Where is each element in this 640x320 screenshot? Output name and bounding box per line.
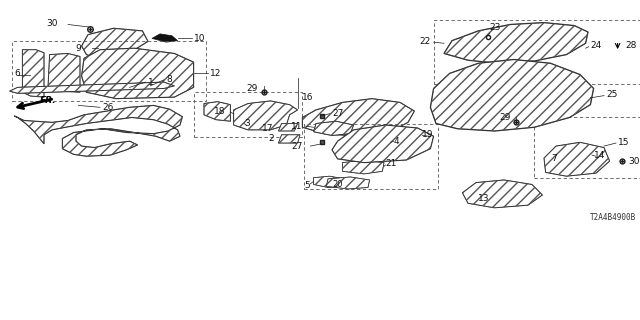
Text: 10: 10 xyxy=(193,34,205,43)
Text: 29: 29 xyxy=(499,113,511,122)
Text: 25: 25 xyxy=(607,90,618,100)
Text: 30: 30 xyxy=(628,156,639,166)
Text: 29: 29 xyxy=(246,84,258,93)
Bar xyxy=(12,41,205,101)
Text: 24: 24 xyxy=(590,41,602,51)
Polygon shape xyxy=(204,102,230,121)
Polygon shape xyxy=(314,121,354,136)
Polygon shape xyxy=(444,23,588,63)
Polygon shape xyxy=(463,180,543,208)
Text: 8: 8 xyxy=(166,75,172,84)
Polygon shape xyxy=(82,48,193,99)
Text: 20: 20 xyxy=(332,180,343,189)
Text: 26: 26 xyxy=(102,103,114,112)
Bar xyxy=(534,117,640,178)
Text: 15: 15 xyxy=(618,138,629,147)
Text: 30: 30 xyxy=(46,19,58,28)
Bar xyxy=(193,92,301,137)
Text: 21: 21 xyxy=(385,159,397,168)
Polygon shape xyxy=(314,176,344,188)
Text: 27: 27 xyxy=(291,142,302,151)
Polygon shape xyxy=(326,177,370,189)
Text: 1: 1 xyxy=(148,77,154,87)
Polygon shape xyxy=(278,135,300,143)
Text: 18: 18 xyxy=(214,107,226,116)
Text: 13: 13 xyxy=(479,194,490,203)
Text: 23: 23 xyxy=(490,23,501,32)
Text: 14: 14 xyxy=(594,151,605,160)
Bar xyxy=(434,20,640,84)
Text: 3: 3 xyxy=(244,119,250,128)
Bar xyxy=(304,124,438,189)
Polygon shape xyxy=(48,53,80,92)
Polygon shape xyxy=(10,82,174,93)
Polygon shape xyxy=(544,142,610,176)
Polygon shape xyxy=(82,28,148,58)
Text: T2A4B4900B: T2A4B4900B xyxy=(589,213,636,222)
Polygon shape xyxy=(22,50,44,97)
Text: 12: 12 xyxy=(210,69,221,78)
Text: 6: 6 xyxy=(14,69,20,78)
Text: 28: 28 xyxy=(626,41,637,51)
Text: 5: 5 xyxy=(305,181,310,190)
Polygon shape xyxy=(302,99,415,136)
Polygon shape xyxy=(430,60,594,131)
Polygon shape xyxy=(332,125,434,163)
Text: 17: 17 xyxy=(262,124,274,133)
Text: 27: 27 xyxy=(332,109,344,118)
Text: 19: 19 xyxy=(422,130,434,139)
Polygon shape xyxy=(152,34,178,42)
Polygon shape xyxy=(278,124,298,131)
Text: 2: 2 xyxy=(268,134,274,143)
Text: 4: 4 xyxy=(394,137,399,146)
Text: 16: 16 xyxy=(302,93,314,102)
Polygon shape xyxy=(14,105,182,156)
Text: 9: 9 xyxy=(76,44,82,53)
Text: 7: 7 xyxy=(551,154,556,164)
Text: 22: 22 xyxy=(419,37,430,46)
Polygon shape xyxy=(234,101,298,130)
Text: FR.: FR. xyxy=(40,96,56,105)
Text: 11: 11 xyxy=(291,122,302,131)
Polygon shape xyxy=(342,160,384,174)
